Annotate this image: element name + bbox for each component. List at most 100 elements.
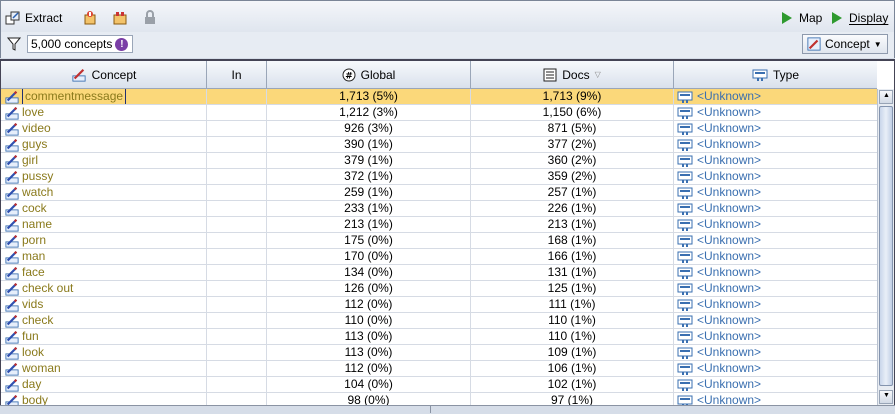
- column-header-global[interactable]: # Global: [267, 61, 471, 88]
- table-row[interactable]: vids 112 (0%) 111 (1%) <Unknown>: [1, 297, 877, 313]
- concept-cell[interactable]: love: [1, 105, 207, 120]
- concept-pencil-icon: [5, 378, 19, 392]
- extract-label: Extract: [25, 11, 63, 25]
- concepts-table: Concept In # Global Docs ▽ Type commentm…: [0, 59, 895, 408]
- table-row[interactable]: body 98 (0%) 97 (1%) <Unknown>: [1, 393, 877, 407]
- concept-cell[interactable]: day: [1, 377, 207, 392]
- concept-cell[interactable]: face: [1, 265, 207, 280]
- vertical-scrollbar[interactable]: ▲ ▼: [877, 89, 894, 405]
- concept-cell[interactable]: watch: [1, 185, 207, 200]
- bottom-splitter[interactable]: [0, 405, 895, 414]
- concept-name: name: [22, 217, 53, 231]
- concept-cell[interactable]: check: [1, 313, 207, 328]
- table-row[interactable]: fun 113 (0%) 110 (1%) <Unknown>: [1, 329, 877, 345]
- table-row[interactable]: girl 379 (1%) 360 (2%) <Unknown>: [1, 153, 877, 169]
- concept-pencil-icon: [5, 266, 19, 280]
- concept-view-dropdown[interactable]: Concept ▼: [802, 34, 888, 54]
- column-header-concept[interactable]: Concept: [1, 61, 207, 88]
- table-row[interactable]: commentmessage 1,713 (5%) 1,713 (9%) <Un…: [1, 89, 877, 105]
- table-row[interactable]: woman 112 (0%) 106 (1%) <Unknown>: [1, 361, 877, 377]
- docs-cell: 166 (1%): [471, 249, 674, 264]
- concept-name: woman: [22, 361, 61, 375]
- docs-cell: 97 (1%): [471, 393, 674, 407]
- concept-cell[interactable]: pussy: [1, 169, 207, 184]
- concept-name: video: [22, 121, 51, 135]
- concept-pencil-icon: [5, 106, 19, 120]
- type-cell: <Unknown>: [674, 361, 877, 376]
- table-row[interactable]: face 134 (0%) 131 (1%) <Unknown>: [1, 265, 877, 281]
- concept-cell[interactable]: man: [1, 249, 207, 264]
- table-row[interactable]: video 926 (3%) 871 (5%) <Unknown>: [1, 121, 877, 137]
- concept-cell[interactable]: guys: [1, 137, 207, 152]
- type-icon: [677, 299, 693, 311]
- global-cell: 98 (0%): [267, 393, 471, 407]
- table-row[interactable]: check 110 (0%) 110 (1%) <Unknown>: [1, 313, 877, 329]
- concept-cell[interactable]: commentmessage: [1, 89, 207, 104]
- filter-icon[interactable]: [7, 37, 21, 51]
- column-header-type[interactable]: Type: [674, 61, 877, 88]
- type-value: <Unknown>: [697, 281, 762, 295]
- table-row[interactable]: cock 233 (1%) 226 (1%) <Unknown>: [1, 201, 877, 217]
- docs-cell: 110 (1%): [471, 313, 674, 328]
- table-row[interactable]: name 213 (1%) 213 (1%) <Unknown>: [1, 217, 877, 233]
- global-cell: 926 (3%): [267, 121, 471, 136]
- table-row[interactable]: day 104 (0%) 102 (1%) <Unknown>: [1, 377, 877, 393]
- extract-button[interactable]: Extract: [5, 9, 62, 27]
- type-value: <Unknown>: [697, 361, 762, 375]
- column-header-docs[interactable]: Docs ▽: [471, 61, 674, 88]
- docs-cell: 109 (1%): [471, 345, 674, 360]
- column-header-in[interactable]: In: [207, 61, 267, 88]
- type-icon: [677, 267, 693, 279]
- table-row[interactable]: check out 126 (0%) 125 (1%) <Unknown>: [1, 281, 877, 297]
- scrollbar-thumb[interactable]: [879, 106, 893, 386]
- concept-cell[interactable]: video: [1, 121, 207, 136]
- concept-cell[interactable]: woman: [1, 361, 207, 376]
- in-cell: [207, 153, 267, 168]
- svg-text:#: #: [345, 71, 353, 81]
- in-cell: [207, 265, 267, 280]
- display-button[interactable]: Display: [829, 9, 888, 27]
- concept-cell[interactable]: check out: [1, 281, 207, 296]
- type-value: <Unknown>: [697, 297, 762, 311]
- table-row[interactable]: look 113 (0%) 109 (1%) <Unknown>: [1, 345, 877, 361]
- table-row[interactable]: love 1,212 (3%) 1,150 (6%) <Unknown>: [1, 105, 877, 121]
- type-value: <Unknown>: [697, 393, 762, 407]
- concept-cell[interactable]: porn: [1, 233, 207, 248]
- docs-cell: 1,150 (6%): [471, 105, 674, 120]
- table-row[interactable]: guys 390 (1%) 377 (2%) <Unknown>: [1, 137, 877, 153]
- docs-cell: 131 (1%): [471, 265, 674, 280]
- type-cell: <Unknown>: [674, 137, 877, 152]
- disabled-tool-button[interactable]: [142, 9, 158, 27]
- concept-cell[interactable]: vids: [1, 297, 207, 312]
- concept-cell[interactable]: girl: [1, 153, 207, 168]
- in-cell: [207, 105, 267, 120]
- extract-icon: [5, 11, 20, 25]
- concept-cell[interactable]: fun: [1, 329, 207, 344]
- scroll-up-button[interactable]: ▲: [879, 90, 893, 104]
- table-row[interactable]: watch 259 (1%) 257 (1%) <Unknown>: [1, 185, 877, 201]
- type-value: <Unknown>: [697, 185, 762, 199]
- concept-cell[interactable]: cock: [1, 201, 207, 216]
- add-concept-button[interactable]: [82, 9, 98, 27]
- table-row[interactable]: pussy 372 (1%) 359 (2%) <Unknown>: [1, 169, 877, 185]
- global-cell: 1,212 (3%): [267, 105, 471, 120]
- type-value: <Unknown>: [697, 105, 762, 119]
- table-row[interactable]: man 170 (0%) 166 (1%) <Unknown>: [1, 249, 877, 265]
- scroll-down-button[interactable]: ▼: [879, 390, 893, 404]
- type-cell: <Unknown>: [674, 233, 877, 248]
- edit-concept-button[interactable]: [112, 9, 128, 27]
- concept-pencil-icon: [5, 138, 19, 152]
- global-cell: 213 (1%): [267, 217, 471, 232]
- global-cell: 390 (1%): [267, 137, 471, 152]
- global-cell: 379 (1%): [267, 153, 471, 168]
- table-row[interactable]: porn 175 (0%) 168 (1%) <Unknown>: [1, 233, 877, 249]
- global-cell: 112 (0%): [267, 361, 471, 376]
- concept-cell[interactable]: look: [1, 345, 207, 360]
- concept-name: cock: [22, 201, 47, 215]
- concept-cell[interactable]: name: [1, 217, 207, 232]
- concept-name: commentmessage: [21, 89, 127, 104]
- concept-count-field[interactable]: 5,000 concepts !: [27, 35, 133, 53]
- filter-bar: 5,000 concepts ! Concept ▼: [0, 32, 895, 58]
- concept-pencil-icon: [5, 346, 19, 360]
- map-button[interactable]: Map: [779, 9, 822, 27]
